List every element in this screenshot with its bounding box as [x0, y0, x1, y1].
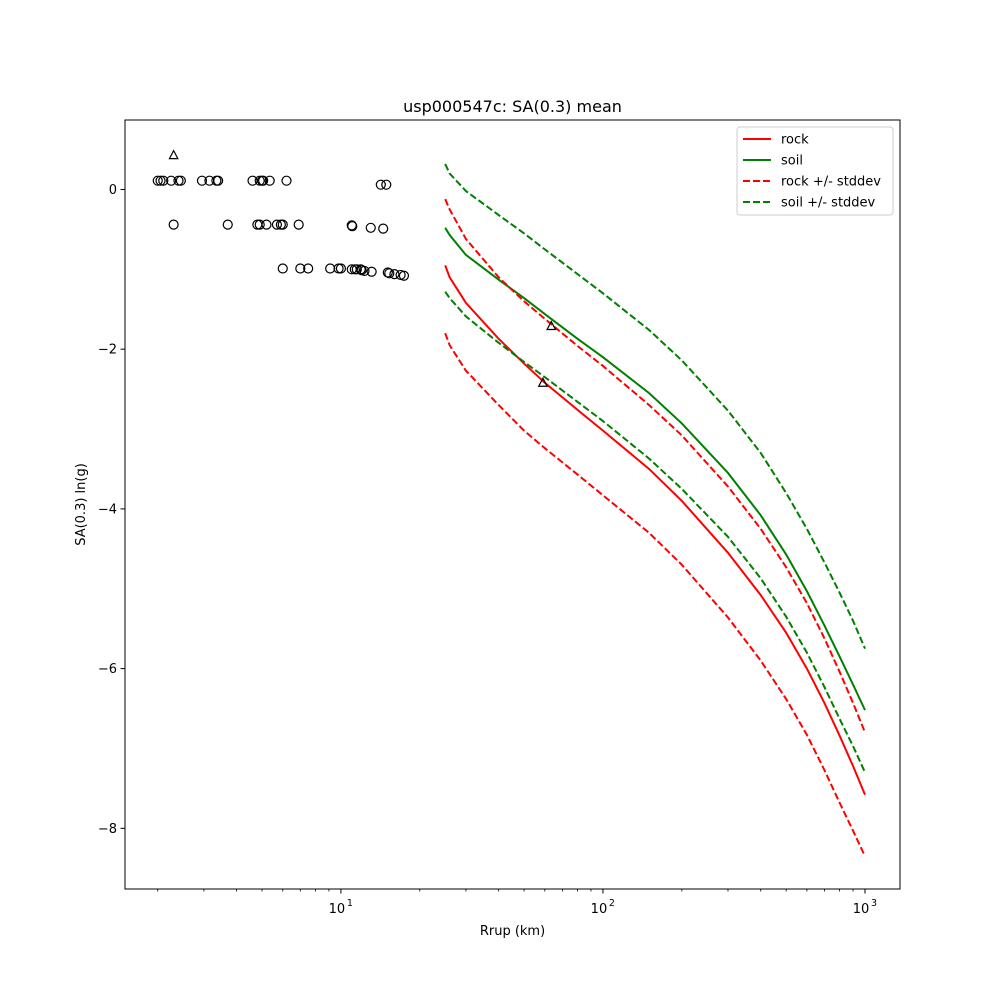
x-axis-label: Rrup (km)	[480, 924, 545, 939]
series-line-1	[444, 227, 866, 711]
observation-circle	[378, 223, 389, 234]
x-tick-label-exponent: 1	[347, 898, 353, 909]
observation-circle	[254, 219, 265, 230]
chart-title: usp000547c: SA(0.3) mean	[403, 97, 622, 116]
observation-circle	[166, 175, 177, 186]
observation-circle	[222, 219, 233, 230]
observation-triangle	[537, 376, 549, 387]
observation-circle	[277, 263, 288, 274]
observation-circle	[271, 219, 283, 230]
plot-frame	[124, 119, 901, 890]
observation-circle	[351, 264, 362, 275]
observation-circle	[375, 179, 386, 190]
series-line-5	[444, 291, 866, 773]
x-tick-label: 10	[329, 902, 346, 917]
y-tick-label: 0	[109, 183, 117, 198]
x-tick-label-exponent: 2	[609, 898, 615, 909]
x-tick-label-exponent: 3	[871, 898, 877, 909]
observation-circle	[152, 175, 163, 186]
observation-circle	[281, 175, 292, 186]
observation-circle	[277, 219, 288, 230]
observation-triangle	[546, 320, 557, 331]
observation-circle	[398, 270, 410, 281]
observation-circle	[303, 263, 314, 274]
x-tick-label: 10	[853, 902, 870, 917]
observation-circle	[295, 263, 306, 274]
observation-circle	[155, 175, 166, 186]
observation-circle	[158, 175, 169, 186]
observation-circle	[365, 222, 376, 233]
observation-circle	[335, 263, 347, 274]
x-axis-ticks: 10 1 10 2 10 3	[157, 889, 877, 917]
observation-circle	[384, 268, 395, 279]
observation-circle	[175, 175, 186, 186]
legend: rock soil rock +/- stddev soil +/- stddev	[736, 126, 894, 216]
y-tick-label: −2	[98, 343, 117, 358]
series-line-0	[444, 264, 866, 796]
observation-circle	[213, 175, 224, 186]
series-line-3	[444, 332, 866, 857]
y-axis-ticks: 0 −2 −4 −6 −8	[98, 183, 125, 837]
observation-circle	[359, 265, 370, 277]
observation-circle	[389, 269, 400, 280]
observation-circle	[196, 175, 208, 186]
observation-circle	[258, 175, 269, 186]
y-tick-label: −6	[98, 662, 117, 677]
observation-triangle	[168, 149, 179, 160]
observation-circle	[293, 219, 304, 230]
observation-circle	[261, 219, 272, 230]
y-tick-label: −4	[98, 502, 117, 517]
series-line-4	[444, 163, 866, 650]
legend-box	[736, 126, 894, 216]
observation-circle	[347, 221, 358, 232]
observation-circle	[366, 266, 377, 277]
x-tick-label: 10	[591, 902, 608, 917]
legend-label: rock	[781, 133, 809, 148]
legend-label: soil +/- stddev	[781, 196, 876, 211]
observation-circle	[264, 175, 275, 186]
legend-label: rock +/- stddev	[781, 175, 881, 190]
observation-circle	[168, 219, 179, 230]
observation-circle	[382, 267, 393, 278]
legend-label: soil	[781, 154, 803, 169]
y-tick-label: −8	[98, 822, 117, 837]
observation-points	[152, 149, 557, 387]
observation-circle	[381, 179, 392, 190]
series-line-2	[444, 198, 866, 733]
series-layer	[444, 163, 866, 857]
y-axis-label: SA(0.3) ln(g)	[74, 463, 89, 546]
